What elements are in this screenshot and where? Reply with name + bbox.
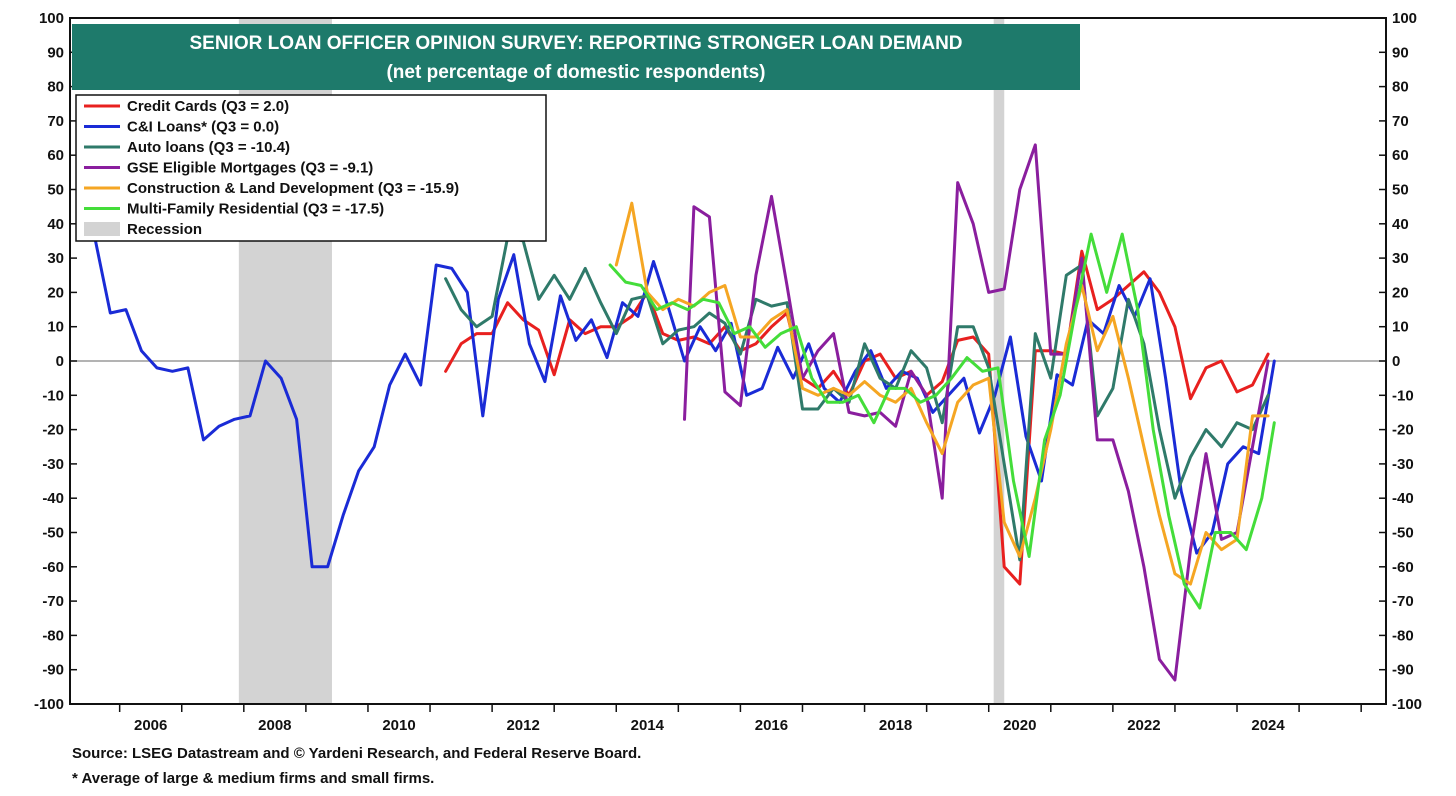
y-tick-label-left: 80 <box>47 79 64 96</box>
legend-label-1: Credit Cards (Q3 = 2.0) <box>127 98 289 115</box>
series-line-5 <box>614 201 1270 586</box>
legend-swatch-recession <box>84 222 120 236</box>
y-tick-label-right: -70 <box>1392 593 1414 610</box>
y-tick-label-right: 50 <box>1392 182 1409 199</box>
chart-subtitle: (net percentage of domestic respondents) <box>386 62 765 83</box>
y-tick-label-left: -80 <box>42 627 64 644</box>
y-tick-label-right: 60 <box>1392 147 1409 164</box>
y-tick-label-left: -40 <box>42 490 64 507</box>
chart-title: SENIOR LOAN OFFICER OPINION SURVEY: REPO… <box>189 33 962 54</box>
y-tick-label-right: -100 <box>1392 696 1422 713</box>
y-tick-label-right: 70 <box>1392 113 1409 130</box>
y-tick-label-right: -30 <box>1392 456 1414 473</box>
y-tick-label-left: -90 <box>42 662 64 679</box>
y-tick-label-left: -10 <box>42 387 64 404</box>
footnote: * Average of large & medium firms and sm… <box>72 770 435 787</box>
y-tick-label-right: -60 <box>1392 559 1414 576</box>
y-tick-label-right: -40 <box>1392 490 1414 507</box>
axes: -100 -100-90 -90-80 -80-70 -70-60 -60-50 -50-4… <box>34 10 1422 734</box>
y-tick-label-left: 40 <box>47 216 64 233</box>
y-tick-label-left: 10 <box>47 319 64 336</box>
y-tick-label-left: 60 <box>47 147 64 164</box>
y-tick-label-left: 0 <box>56 353 64 370</box>
x-tick-label: 2014 <box>631 717 665 734</box>
y-tick-label-right: -80 <box>1392 627 1414 644</box>
y-tick-label-left: 90 <box>47 44 64 61</box>
series-line-4 <box>683 143 1270 682</box>
legend-label-3: Auto loans (Q3 = -10.4) <box>127 139 290 156</box>
legend-label-2: C&I Loans* (Q3 = 0.0) <box>127 119 279 136</box>
y-tick-label-left: 50 <box>47 182 64 199</box>
series-lines <box>93 143 1276 682</box>
x-tick-label: 2016 <box>755 717 788 734</box>
source-note: Source: LSEG Datastream and © Yardeni Re… <box>72 745 642 762</box>
legend-label-4: GSE Eligible Mortgages (Q3 = -9.1) <box>127 160 373 177</box>
x-tick-label: 2022 <box>1127 717 1160 734</box>
y-tick-label-left: -70 <box>42 593 64 610</box>
y-tick-label-right: -20 <box>1392 422 1414 439</box>
y-tick-label-right: -50 <box>1392 525 1414 542</box>
series-line-3 <box>444 236 1270 562</box>
y-tick-label-left: 100 <box>39 10 64 27</box>
y-tick-label-left: 20 <box>47 284 64 301</box>
x-tick-label: 2006 <box>134 717 167 734</box>
y-tick-label-right: 30 <box>1392 250 1409 267</box>
y-tick-label-right: 10 <box>1392 319 1409 336</box>
x-tick-label: 2024 <box>1251 717 1285 734</box>
y-tick-label-right: 100 <box>1392 10 1417 27</box>
y-tick-label-left: -60 <box>42 559 64 576</box>
y-tick-label-right: 90 <box>1392 44 1409 61</box>
y-tick-label-left: -50 <box>42 525 64 542</box>
x-tick-label: 2018 <box>879 717 912 734</box>
y-tick-label-left: 30 <box>47 250 64 267</box>
y-tick-label-left: -100 <box>34 696 64 713</box>
series-line-2 <box>93 236 1276 569</box>
x-tick-label: 2008 <box>258 717 291 734</box>
y-tick-label-right: -90 <box>1392 662 1414 679</box>
y-tick-label-right: 80 <box>1392 79 1409 96</box>
y-tick-label-left: -30 <box>42 456 64 473</box>
y-tick-label-right: 40 <box>1392 216 1409 233</box>
y-tick-label-right: 0 <box>1392 353 1400 370</box>
legend-label-6: Multi-Family Residential (Q3 = -17.5) <box>127 201 384 218</box>
series-line-6 <box>608 232 1276 610</box>
title-box: SENIOR LOAN OFFICER OPINION SURVEY: REPO… <box>72 24 1080 90</box>
y-tick-label-left: 70 <box>47 113 64 130</box>
legend-label-7: Recession <box>127 221 202 238</box>
x-tick-label: 2010 <box>382 717 415 734</box>
legend: Credit Cards (Q3 = 2.0) C&I Loans* (Q3 = … <box>75 94 547 242</box>
x-tick-label: 2012 <box>506 717 539 734</box>
y-tick-label-left: -20 <box>42 422 64 439</box>
y-tick-label-right: 20 <box>1392 284 1409 301</box>
legend-label-5: Construction & Land Development (Q3 = -1… <box>127 180 459 197</box>
y-tick-label-right: -10 <box>1392 387 1414 404</box>
legend-box <box>75 94 547 242</box>
x-tick-label: 2020 <box>1003 717 1036 734</box>
